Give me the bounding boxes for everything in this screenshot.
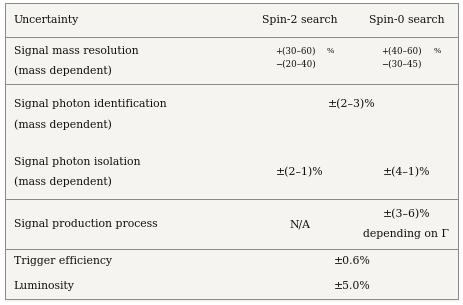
Text: (mass dependent): (mass dependent) — [14, 177, 112, 187]
Text: Luminosity: Luminosity — [14, 281, 75, 291]
Text: Signal mass resolution: Signal mass resolution — [14, 45, 138, 56]
Text: +(30–60): +(30–60) — [275, 47, 315, 56]
Text: ±(4–1)%: ±(4–1)% — [382, 167, 430, 177]
Text: −(20–40): −(20–40) — [275, 60, 316, 69]
Text: Signal photon identification: Signal photon identification — [14, 99, 167, 109]
Text: ±5.0%: ±5.0% — [333, 281, 370, 291]
Text: −(30–45): −(30–45) — [382, 60, 422, 69]
Text: ±(2–1)%: ±(2–1)% — [276, 167, 324, 177]
Text: Signal photon isolation: Signal photon isolation — [14, 157, 140, 167]
Text: Spin-0 search: Spin-0 search — [369, 15, 444, 25]
Text: Uncertainty: Uncertainty — [14, 15, 79, 25]
Text: ±(2–3)%: ±(2–3)% — [328, 99, 375, 109]
Text: N/A: N/A — [289, 219, 310, 229]
Text: %: % — [327, 48, 334, 56]
Text: (mass dependent): (mass dependent) — [14, 65, 112, 76]
Text: %: % — [433, 48, 440, 56]
Text: Spin-2 search: Spin-2 search — [262, 15, 338, 25]
Text: depending on Γ: depending on Γ — [363, 229, 449, 239]
Text: +(40–60): +(40–60) — [382, 47, 422, 56]
Text: Signal production process: Signal production process — [14, 219, 157, 229]
Text: (mass dependent): (mass dependent) — [14, 119, 112, 130]
Text: Trigger efficiency: Trigger efficiency — [14, 256, 112, 266]
Text: ±(3–6)%: ±(3–6)% — [382, 209, 430, 219]
Text: ±0.6%: ±0.6% — [333, 256, 370, 266]
